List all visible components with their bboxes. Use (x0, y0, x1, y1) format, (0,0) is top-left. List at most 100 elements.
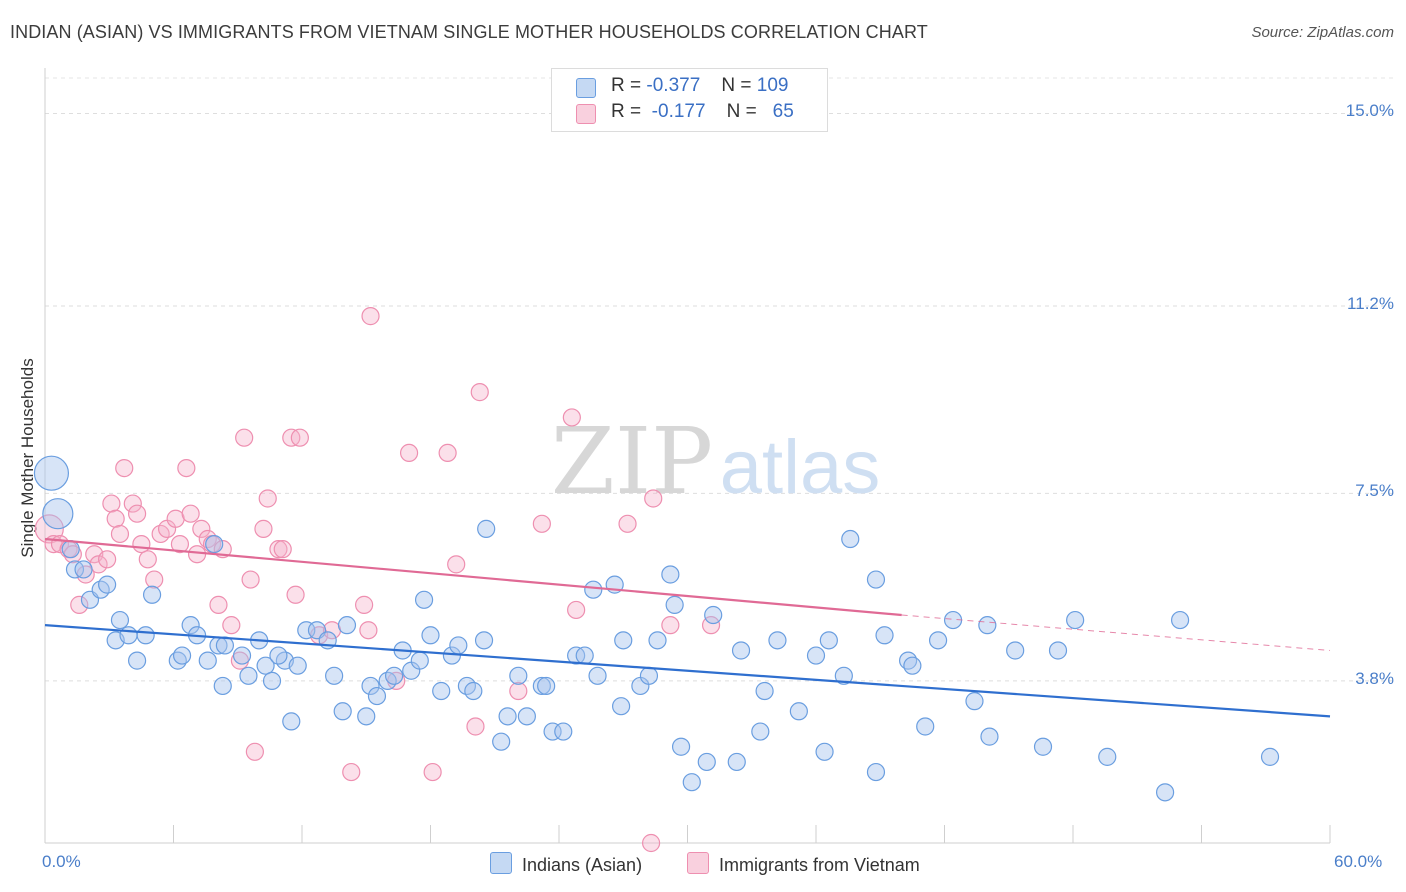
data-point (342, 762, 361, 782)
data-point (70, 595, 89, 614)
data-point (575, 646, 594, 665)
data-point (532, 514, 551, 533)
data-point (138, 550, 157, 569)
data-point (644, 489, 663, 508)
data-point (875, 626, 894, 645)
data-point (1066, 610, 1085, 630)
data-point (584, 580, 603, 599)
data-point (33, 455, 70, 491)
data-point (815, 742, 834, 761)
trend-line (44, 537, 902, 617)
data-point (449, 636, 468, 655)
data-point (498, 707, 517, 726)
data-point (102, 494, 121, 513)
data-point (554, 722, 573, 741)
data-point (61, 540, 80, 559)
data-point (74, 560, 93, 579)
data-point (325, 666, 344, 685)
data-point (697, 752, 716, 772)
y-tick-label: 15.0% (1345, 101, 1394, 121)
data-point (509, 681, 528, 701)
data-point (641, 833, 661, 853)
data-point (614, 631, 633, 650)
data-point (288, 656, 307, 675)
data-point (1048, 641, 1068, 660)
data-point (239, 666, 258, 685)
bottom-legend-label-indian: Indians (Asian) (522, 855, 643, 875)
data-point (447, 555, 466, 574)
data-point (492, 732, 511, 751)
data-point (187, 545, 207, 564)
bottom-legend-swatch-vietnam (687, 852, 709, 874)
data-point (866, 762, 886, 782)
data-point (286, 585, 305, 604)
data-point (509, 666, 528, 685)
data-point (119, 626, 138, 645)
data-point (755, 681, 774, 701)
data-point (421, 626, 440, 645)
data-point (980, 727, 999, 746)
legend-swatch-vietnam (576, 104, 596, 124)
data-point (241, 570, 260, 589)
data-point (384, 666, 404, 685)
data-point (170, 534, 190, 554)
data-point (1170, 610, 1190, 630)
data-point (414, 590, 434, 609)
bottom-legend-vietnam: Immigrants from Vietnam (687, 852, 920, 876)
data-point (464, 681, 483, 701)
data-point (588, 666, 607, 685)
data-point (841, 529, 860, 549)
data-point (1155, 783, 1175, 802)
data-point (361, 307, 380, 326)
data-point (1033, 737, 1053, 756)
data-point (1006, 641, 1025, 660)
data-point (399, 443, 419, 463)
data-point (704, 605, 723, 625)
data-point (42, 498, 74, 530)
legend-r-label: R = (611, 75, 642, 96)
y-tick-label: 7.5% (1355, 481, 1394, 501)
data-point (543, 722, 562, 741)
data-point (181, 504, 200, 523)
data-point (438, 443, 457, 463)
y-tick-label: 11.2% (1347, 293, 1394, 313)
bottom-legend-swatch-indian (490, 852, 512, 874)
data-point (333, 702, 352, 721)
data-point (269, 540, 288, 559)
data-point (639, 666, 659, 685)
data-point (768, 631, 787, 650)
data-point (177, 458, 196, 478)
x-tick-max: 60.0% (1334, 852, 1383, 871)
data-point (198, 651, 217, 670)
data-point (789, 702, 808, 721)
data-point (410, 651, 429, 670)
trend-lines (44, 537, 1331, 718)
legend-n-value-indian: 109 (756, 75, 789, 96)
data-point (172, 646, 192, 665)
axes (44, 68, 1331, 844)
data-point (213, 676, 232, 696)
data-point (928, 631, 948, 650)
data-point (978, 616, 997, 635)
data-point (866, 570, 886, 589)
data-point (98, 575, 117, 594)
data-point (110, 610, 130, 630)
data-point (355, 595, 374, 614)
data-point (661, 565, 680, 584)
data-point (110, 524, 130, 544)
legend-swatch-indian (576, 78, 596, 98)
data-point (258, 489, 277, 508)
source-label: Source: ZipAtlas.com (1251, 24, 1394, 41)
data-point (537, 676, 556, 696)
data-point (665, 595, 684, 614)
data-point (562, 408, 581, 427)
data-point (1098, 747, 1117, 766)
data-point (357, 707, 376, 726)
data-point (232, 646, 252, 665)
data-point (192, 519, 211, 538)
data-point (661, 616, 680, 635)
data-point (269, 646, 288, 665)
legend-n-label: N = (721, 75, 752, 96)
data-point (205, 534, 224, 554)
